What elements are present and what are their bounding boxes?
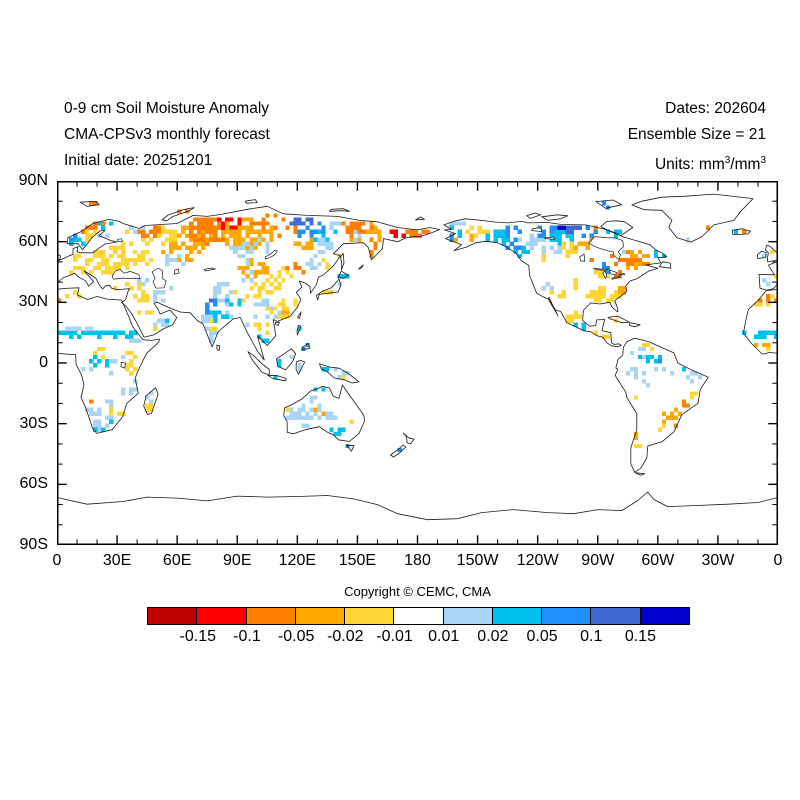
colorbar-segment [196,608,246,624]
colorbar-tick-label: -0.15 [179,628,217,645]
colorbar-tick-label: 0.05 [526,628,558,645]
lon-tick-label: 0 [52,552,62,569]
lon-tick-label: 120W [516,552,559,569]
units-label: Units: mm3/mm3 [654,155,766,174]
colorbar-segment [245,608,295,624]
lon-tick-label: 30W [701,552,735,569]
lon-tick-label: 120E [278,552,317,569]
lon-tick-label: 180 [404,552,431,569]
lat-tick-label: 60S [19,475,48,493]
colorbar-segment [148,608,197,624]
colorbar-tick-label: 0.15 [624,628,656,645]
lon-tick-label: 30E [102,552,132,569]
colorbar-segment [541,608,591,624]
colorbar-tick-label: -0.01 [376,628,413,645]
colorbar [147,607,690,625]
lon-tick-label: 90W [581,552,615,569]
colorbar-tick-label: 0.02 [477,628,509,645]
lat-tick-label: 30S [19,414,48,432]
plot-title-block: 0-9 cm Soil Moisture Anomaly CMA-CPSv3 m… [64,96,270,174]
lon-tick-label: 150E [338,552,377,569]
plot-subtitle-model: CMA-CPSv3 monthly forecast [64,126,270,143]
lon-tick-label: 90E [223,552,252,569]
lat-tick-label: 60N [18,232,48,250]
colorbar-segment [442,608,492,624]
colorbar-tick-label: -0.1 [233,628,261,645]
lat-tick-label: 0 [39,354,48,371]
colorbar-tick-label: 0.1 [580,628,603,645]
plot-initial-date: Initial date: 20251201 [64,152,213,169]
plot-title: 0-9 cm Soil Moisture Anomaly [64,100,270,117]
lat-tick-label: 30N [18,293,48,311]
lon-tick-label: 150W [456,552,499,569]
world-map-panel [56,180,779,546]
colorbar-segment [393,608,443,624]
colorbar-tick-label: 0.01 [428,628,460,645]
lon-tick-label: 60W [641,552,675,569]
colorbar-segment [491,608,542,624]
colorbar-tick-label: -0.05 [277,628,315,645]
colorbar-segment [344,608,394,624]
ensemble-size: Ensemble Size = 21 [627,126,766,143]
lat-tick-label: 90N [18,172,48,189]
plot-meta-block: Dates: 202604 Ensemble Size = 21 Units: … [628,96,766,178]
lon-tick-label: 0 [773,552,783,569]
forecast-dates: Dates: 202604 [665,100,766,117]
colorbar-segment [639,608,689,624]
colorbar-tick-label: -0.02 [327,628,364,645]
copyright-text: Copyright © CEMC, CMA [344,584,491,599]
colorbar-segment [590,608,640,624]
lon-tick-label: 60E [162,552,192,569]
colorbar-segment [294,608,345,624]
world-map-svg [56,180,779,546]
lat-tick-label: 90S [19,536,48,553]
